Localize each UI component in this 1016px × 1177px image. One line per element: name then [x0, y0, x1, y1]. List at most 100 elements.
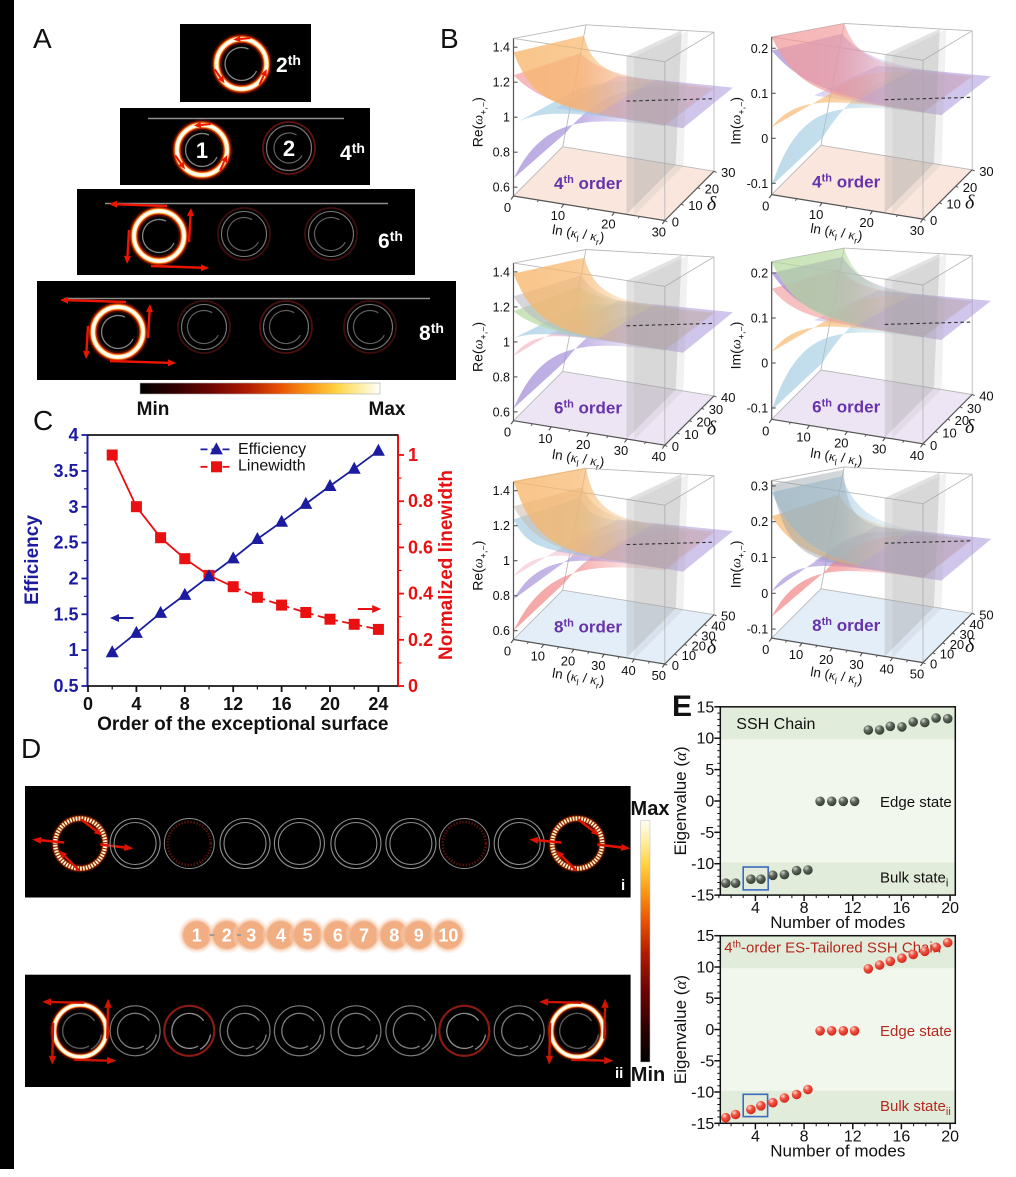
svg-text:Max: Max: [369, 399, 406, 420]
svg-text:1.2: 1.2: [493, 300, 510, 314]
svg-text:-5: -5: [700, 1053, 714, 1070]
svg-text:20: 20: [696, 415, 710, 430]
svg-text:30: 30: [721, 165, 735, 180]
svg-text:Min: Min: [137, 399, 170, 420]
svg-text:1: 1: [503, 554, 510, 568]
svg-text:0.8: 0.8: [493, 370, 510, 384]
svg-text:Efficiency: Efficiency: [238, 441, 306, 458]
svg-text:5: 5: [705, 991, 714, 1008]
svg-text:0: 0: [762, 423, 769, 438]
svg-text:Eigenvalue (α): Eigenvalue (α): [671, 746, 690, 855]
svg-text:12: 12: [844, 900, 862, 917]
svg-text:40: 40: [979, 389, 993, 404]
svg-text:8: 8: [180, 694, 190, 714]
svg-text:1.4: 1.4: [493, 484, 510, 498]
svg-text:10: 10: [531, 648, 545, 663]
svg-text:1: 1: [68, 640, 78, 660]
svg-text:30: 30: [967, 401, 981, 416]
svg-text:0: 0: [504, 200, 511, 215]
svg-text:4: 4: [751, 1128, 760, 1145]
svg-text:10: 10: [946, 197, 960, 212]
svg-text:1.2: 1.2: [493, 519, 510, 533]
svg-text:1: 1: [192, 926, 202, 946]
svg-text:24: 24: [368, 694, 388, 714]
svg-text:10: 10: [682, 648, 696, 663]
svg-text:20: 20: [576, 437, 590, 452]
svg-text:Normalized linewidth: Normalized linewidth: [436, 470, 457, 660]
svg-text:0: 0: [761, 132, 768, 146]
svg-text:50: 50: [652, 668, 666, 683]
svg-text:8: 8: [800, 900, 809, 917]
svg-text:30: 30: [591, 658, 605, 673]
svg-text:0.6: 0.6: [493, 624, 510, 638]
svg-text:1.4: 1.4: [493, 265, 510, 279]
svg-text:Number of modes: Number of modes: [770, 1141, 905, 1160]
svg-text:30: 30: [849, 657, 863, 672]
svg-text:0: 0: [762, 642, 769, 657]
svg-text:0: 0: [672, 215, 679, 230]
svg-text:Edge state: Edge state: [880, 794, 952, 811]
svg-text:-15: -15: [691, 888, 714, 905]
svg-text:1.2: 1.2: [493, 76, 510, 90]
svg-text:δ: δ: [707, 418, 717, 440]
svg-text:0: 0: [408, 676, 418, 696]
svg-text:A: A: [33, 23, 52, 54]
svg-text:15: 15: [697, 928, 715, 945]
svg-text:Eigenvalue (α): Eigenvalue (α): [671, 975, 690, 1084]
svg-text:0.6: 0.6: [493, 181, 510, 195]
svg-text:B: B: [440, 23, 459, 54]
svg-text:1: 1: [503, 335, 510, 349]
svg-text:0.8: 0.8: [408, 491, 433, 511]
svg-text:0.1: 0.1: [751, 551, 768, 565]
svg-text:δ: δ: [965, 191, 975, 213]
svg-text:20: 20: [834, 436, 848, 451]
svg-text:Bulk statei: Bulk statei: [880, 870, 948, 890]
svg-text:4: 4: [751, 900, 760, 917]
svg-text:40: 40: [711, 619, 725, 634]
svg-text:40: 40: [910, 448, 924, 463]
svg-text:0.2: 0.2: [751, 42, 768, 56]
svg-text:30: 30: [979, 164, 993, 179]
svg-text:Edge state: Edge state: [880, 1023, 952, 1040]
svg-text:20: 20: [601, 216, 615, 231]
svg-text:8: 8: [800, 1128, 809, 1145]
svg-text:Order of the exceptional surfa: Order of the exceptional surface: [97, 714, 388, 735]
svg-text:20: 20: [320, 694, 340, 714]
svg-text:8: 8: [389, 926, 399, 946]
svg-text:12: 12: [844, 1128, 862, 1145]
svg-text:12: 12: [223, 694, 243, 714]
svg-text:30: 30: [872, 442, 886, 457]
svg-text:0.8: 0.8: [493, 146, 510, 160]
svg-text:δ: δ: [707, 193, 717, 215]
svg-text:Efficiency: Efficiency: [22, 515, 43, 605]
svg-text:-0.1: -0.1: [747, 402, 769, 416]
svg-text:C: C: [33, 405, 53, 436]
svg-text:5: 5: [705, 762, 714, 779]
svg-text:20: 20: [819, 652, 833, 667]
svg-text:16: 16: [272, 694, 292, 714]
svg-text:3.5: 3.5: [53, 461, 78, 481]
svg-text:20: 20: [692, 638, 706, 653]
svg-text:0: 0: [930, 438, 937, 453]
svg-text:0.8: 0.8: [493, 589, 510, 603]
svg-text:0.5: 0.5: [53, 676, 78, 696]
svg-text:2.5: 2.5: [53, 533, 78, 553]
svg-text:0.4: 0.4: [408, 584, 433, 604]
svg-text:0.2: 0.2: [751, 515, 768, 529]
svg-text:20: 20: [941, 1128, 959, 1145]
svg-text:40: 40: [969, 617, 983, 632]
svg-text:30: 30: [652, 225, 666, 240]
svg-text:10: 10: [551, 208, 565, 223]
svg-text:0.6: 0.6: [493, 405, 510, 419]
svg-text:δ: δ: [965, 416, 975, 438]
svg-text:0.2: 0.2: [408, 630, 433, 650]
svg-text:15: 15: [697, 699, 715, 716]
svg-text:Bulk stateii: Bulk stateii: [880, 1098, 951, 1118]
svg-text:10: 10: [538, 431, 552, 446]
svg-text:20: 20: [941, 900, 959, 917]
svg-text:10: 10: [438, 926, 458, 946]
svg-text:0: 0: [930, 213, 937, 228]
svg-text:0.6: 0.6: [408, 537, 433, 557]
svg-text:0.1: 0.1: [751, 312, 768, 326]
svg-text:0.2: 0.2: [751, 267, 768, 281]
